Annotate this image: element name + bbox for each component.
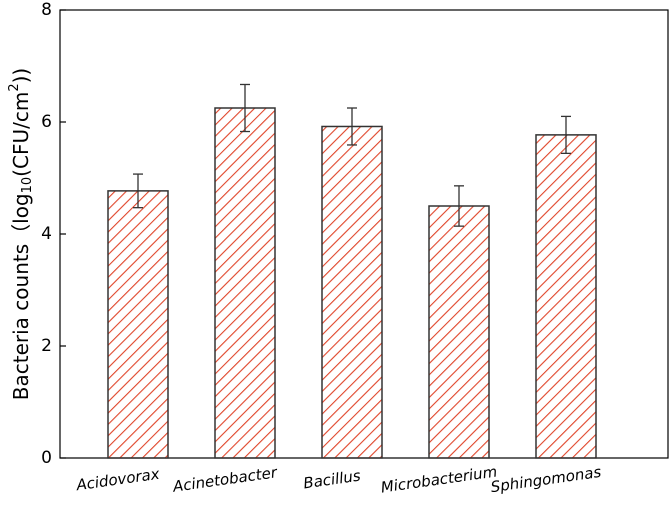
x-tick-label: Microbacterium	[380, 462, 499, 496]
y-label-sub: 10	[20, 177, 35, 194]
y-tick-label: 0	[41, 448, 52, 468]
y-tick-label: 6	[41, 112, 52, 132]
y-label-part: (CFU/cm	[9, 92, 33, 177]
y-label-part: Bacteria counts（log	[9, 193, 33, 400]
y-tick-label: 4	[41, 224, 52, 244]
bar	[214, 107, 276, 459]
y-axis-label: Bacteria counts（log10(CFU/cm2))	[7, 68, 35, 400]
y-tick-label: 8	[41, 0, 52, 20]
bar	[535, 134, 597, 459]
x-tick-label: Acinetobacter	[171, 463, 279, 496]
bar	[107, 190, 169, 459]
bar	[321, 125, 383, 459]
y-label-part: ))	[9, 68, 33, 84]
x-tick-label: Sphingomonas	[490, 463, 603, 496]
y-label-sup: 2	[7, 83, 22, 91]
x-tick-label: Acidovorax	[74, 465, 160, 495]
y-tick-label: 2	[41, 336, 52, 356]
x-tick-label: Bacillus	[302, 467, 362, 493]
bar	[428, 205, 490, 459]
